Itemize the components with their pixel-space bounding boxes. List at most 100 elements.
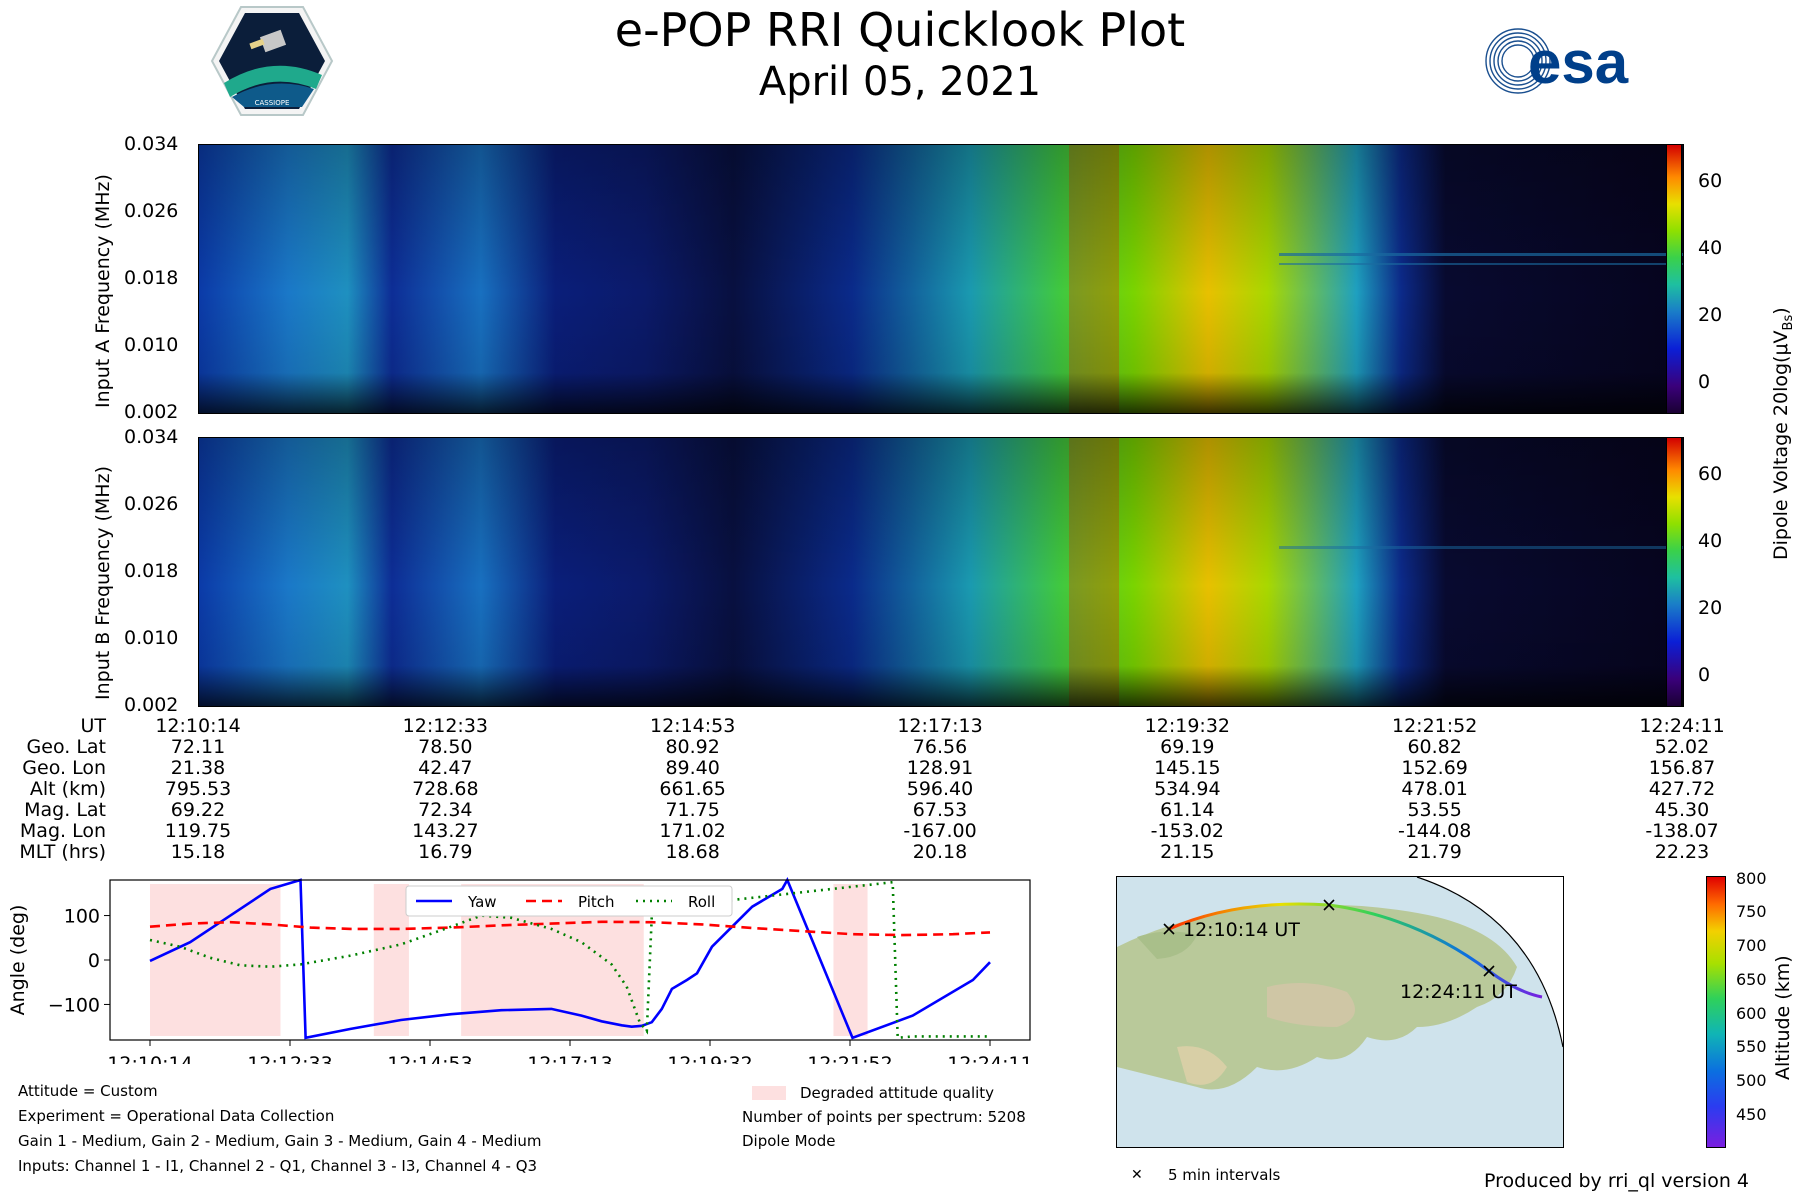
altitude-tick: 500 <box>1736 1071 1767 1091</box>
legend-label: Pitch <box>578 893 615 911</box>
altitude-label: Altitude (km) <box>1772 955 1794 1080</box>
ephemeris-cell: -144.08 <box>1397 820 1472 842</box>
ephemeris-cell: 119.75 <box>164 820 232 842</box>
ephemeris-cell: 22.23 <box>1654 841 1710 863</box>
ephemeris-cell: 78.50 <box>418 736 473 758</box>
ephemeris-cell: 12:21:52 <box>1391 715 1478 737</box>
ephemeris-cell: 12:19:32 <box>1144 715 1230 737</box>
ephemeris-cell: 596.40 <box>906 778 974 800</box>
series-line-yaw <box>149 877 991 1040</box>
altitude-tick: 450 <box>1736 1104 1767 1124</box>
legend-label: Yaw <box>467 893 497 911</box>
ephemeris-cell: 661.65 <box>659 778 726 800</box>
ephemeris-cell: 478.01 <box>1401 778 1468 800</box>
note-gains: Gain 1 - Medium, Gain 2 - Medium, Gain 3… <box>18 1132 542 1150</box>
cassiope-logo: CASSIOPE <box>210 5 334 117</box>
ephemeris-cell: 52.02 <box>1654 736 1710 758</box>
ephemeris-cell: 45.30 <box>1654 799 1710 821</box>
ylabel-input-b: Input B Frequency (MHz) <box>92 466 114 700</box>
ephemeris-cell: 12:14:53 <box>649 715 736 737</box>
ephemeris-cell: 80.92 <box>665 736 720 758</box>
ephemeris-cell: 20.18 <box>912 841 968 863</box>
orbit-map: 12:10:14 UT 12:24:11 UT <box>1116 876 1564 1148</box>
svg-text:CASSIOPE: CASSIOPE <box>255 99 290 107</box>
ytick-b-1: 0.026 <box>124 493 179 515</box>
ephemeris-column: 12:24:11 52.02 156.87 427.72 45.30 -138.07 22.… <box>1622 716 1742 863</box>
degraded-span <box>150 884 281 1036</box>
ytick-b-0: 0.034 <box>124 426 179 448</box>
ephemeris-cell: 21.79 <box>1407 841 1462 863</box>
ephemeris-cell: -153.02 <box>1150 820 1224 842</box>
ephemeris-cell: 69.22 <box>170 799 226 821</box>
ephemeris-column: 12:14:53 80.92 89.40 661.65 71.75 171.02 18.68 <box>633 716 753 863</box>
ytick-b-2: 0.018 <box>124 560 179 582</box>
spectrogram-input-b <box>198 437 1684 707</box>
ephemeris-cell: 12:17:13 <box>897 715 983 737</box>
colorbar-a <box>1666 144 1682 414</box>
ephemeris-cell: 60.82 <box>1407 736 1462 758</box>
cbar-a-tick-0: 60 <box>1698 170 1723 192</box>
altitude-tick: 550 <box>1736 1037 1767 1057</box>
attitude-ylabel: Angle (deg) <box>7 905 29 1016</box>
ephemeris-cell: 12:24:11 <box>1639 715 1725 737</box>
xtick-label: 12:14:53 <box>387 1053 472 1064</box>
colorbar-b <box>1666 437 1682 707</box>
map-end-label: 12:24:11 UT <box>1400 981 1517 1003</box>
ephemeris-cell: 76.56 <box>912 736 968 758</box>
ephemeris-cell: 427.72 <box>1648 778 1716 800</box>
interval-markers <box>1163 899 1495 977</box>
ytick-label: 0 <box>88 950 100 972</box>
esa-logo-text: esa <box>1528 29 1629 96</box>
altitude-tick: 750 <box>1736 902 1767 922</box>
legend-box <box>405 885 733 917</box>
ephemeris-cell: 534.94 <box>1154 778 1221 800</box>
ephemeris-column: 12:17:13 76.56 128.91 596.40 67.53 -167.00 20.… <box>880 716 1000 863</box>
series-line-roll <box>149 880 990 1040</box>
ephemeris-cell: -167.00 <box>903 820 977 842</box>
cbar-b-tick-3: 0 <box>1698 664 1711 686</box>
ephemeris-cell: 89.40 <box>665 757 720 779</box>
ephem-label: Alt (km) <box>29 778 106 800</box>
note-experiment: Experiment = Operational Data Collection <box>18 1107 335 1125</box>
ytick-a-0: 0.034 <box>124 133 179 155</box>
ephemeris-cell: 71.75 <box>665 799 720 821</box>
xtick-label: 12:12:33 <box>247 1053 332 1064</box>
ytick-a-2: 0.018 <box>124 267 179 289</box>
note-mode: Dipole Mode <box>742 1132 836 1150</box>
degraded-legend-label: Degraded attitude quality <box>800 1084 995 1102</box>
ephemeris-cell: 12:12:33 <box>402 715 488 737</box>
interval-marker-icon: ✕ <box>1131 1167 1143 1183</box>
ephemeris-cell: 21.38 <box>170 757 226 779</box>
ephemeris-cell: 53.55 <box>1407 799 1462 821</box>
ephem-label: Mag. Lat <box>24 799 106 821</box>
ephemeris-cell: 128.91 <box>906 757 974 779</box>
ephemeris-cell: 145.15 <box>1154 757 1221 779</box>
altitude-tick: 600 <box>1736 1003 1767 1023</box>
ephemeris-column: 12:10:14 72.11 21.38 795.53 69.22 119.75 15.18 <box>138 716 258 863</box>
interval-legend: 5 min intervals <box>1168 1166 1281 1184</box>
ephem-label: UT <box>80 715 106 737</box>
ephem-label: Mag. Lon <box>19 820 106 842</box>
degraded-legend-swatch <box>752 1086 786 1100</box>
ephemeris-cell: 42.47 <box>418 757 473 779</box>
ephemeris-column: 12:21:52 60.82 152.69 478.01 53.55 -144.08 21.… <box>1375 716 1495 863</box>
cbar-b-tick-0: 60 <box>1698 463 1723 485</box>
colorbar-label: Dipole Voltage 20log(μVBs) <box>1770 307 1796 560</box>
ephemeris-cell: 16.79 <box>418 841 473 863</box>
xtick-label: 12:10:14 <box>107 1053 192 1064</box>
produced-by: Produced by rri_ql version 4 <box>1484 1170 1749 1192</box>
ephemeris-cell: 18.68 <box>665 841 720 863</box>
ephemeris-cell: 12:10:14 <box>155 715 241 737</box>
ytick-a-3: 0.010 <box>124 334 179 356</box>
series-line-pitch <box>149 920 991 937</box>
xtick-label: 12:19:32 <box>667 1053 752 1064</box>
ephemeris-cell: -138.07 <box>1645 820 1719 842</box>
altitude-tick: 700 <box>1736 936 1767 956</box>
ephemeris-cell: 72.34 <box>418 799 473 821</box>
ephemeris-cell: 15.18 <box>170 841 226 863</box>
altitude-colorbar <box>1706 876 1726 1148</box>
ytick-label: −100 <box>48 994 100 1016</box>
legend-label: Roll <box>688 893 715 911</box>
ytick-label: 100 <box>64 906 100 928</box>
ephemeris-cell: 72.11 <box>170 736 226 758</box>
